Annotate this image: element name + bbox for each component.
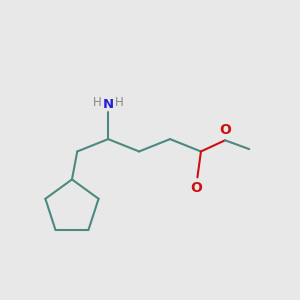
Text: N: N xyxy=(103,98,114,111)
Text: H: H xyxy=(115,96,124,109)
Text: H: H xyxy=(93,96,101,109)
Text: O: O xyxy=(190,181,202,195)
Text: O: O xyxy=(219,123,231,137)
